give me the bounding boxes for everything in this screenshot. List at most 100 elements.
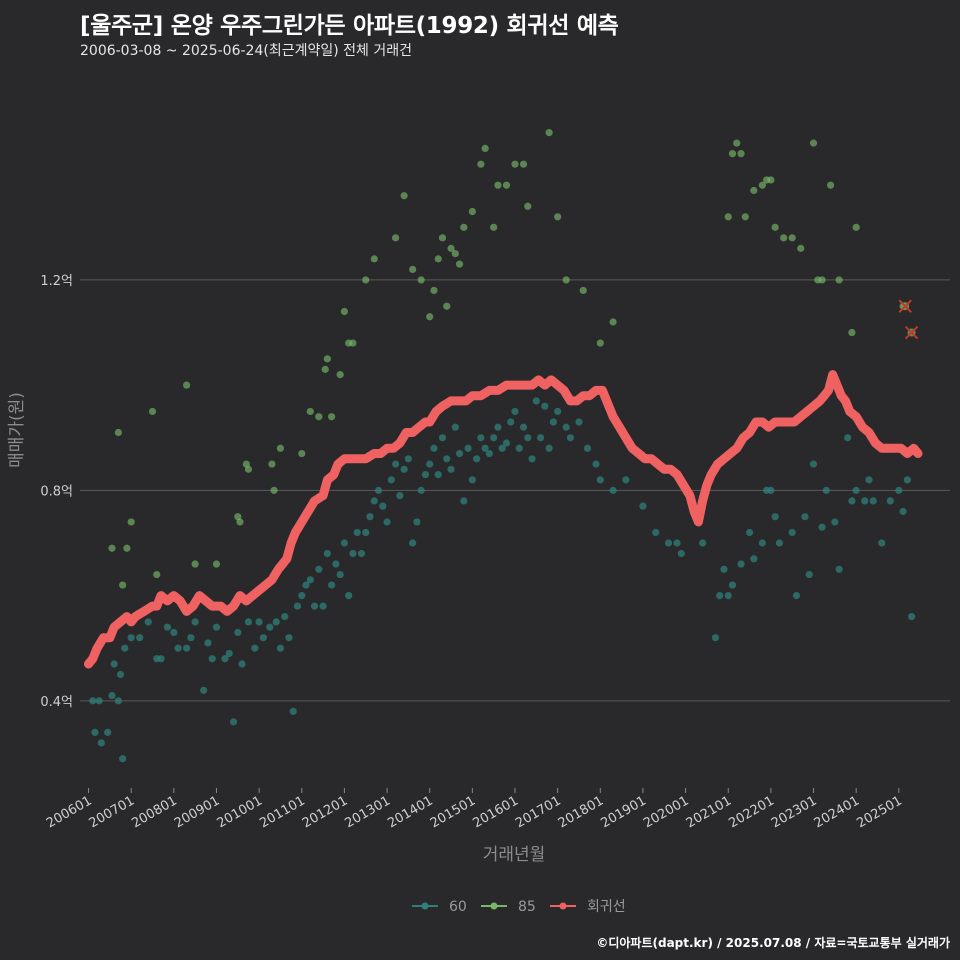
series-60-point [711, 634, 720, 642]
series-60-point [104, 728, 112, 736]
series-60-point [183, 644, 191, 652]
series-85-points [108, 129, 907, 589]
series-60-point [767, 486, 775, 494]
series-60-point [430, 444, 438, 452]
legend-item-60: 60 [412, 899, 467, 915]
series-60-point [413, 518, 421, 526]
series-60-point [737, 560, 745, 568]
series-60-points [89, 397, 916, 763]
series-60-point [108, 691, 116, 700]
series-60-point [477, 434, 485, 442]
series-85-point [562, 276, 570, 284]
x-tick-label: 201901 [598, 793, 648, 831]
series-85-point [270, 486, 278, 494]
y-tick-label: 0.4억 [40, 695, 73, 710]
x-tick-label: 200701 [87, 793, 137, 831]
series-60-point [229, 718, 238, 726]
series-60-point [157, 655, 165, 663]
y-tick-label: 0.8억 [40, 484, 73, 499]
series-85-point [848, 328, 856, 337]
series-60-point [285, 634, 293, 642]
series-60-point [822, 486, 830, 494]
series-60-point [609, 486, 617, 494]
series-60-point [319, 602, 327, 610]
x-tick-label: 202501 [854, 793, 904, 831]
series-60-point [89, 697, 97, 705]
series-60-point [328, 581, 336, 589]
series-60-point [221, 655, 229, 663]
series-60-point [848, 497, 856, 505]
series-85-point [236, 518, 244, 526]
series-60-point [652, 528, 660, 537]
series-60-point [903, 476, 911, 484]
series-60-point [310, 602, 319, 610]
series-60-point [485, 449, 494, 458]
legend-swatch-dot [490, 902, 498, 910]
x-tick-label: 201201 [300, 793, 350, 831]
series-60-point [724, 591, 732, 600]
chart-subtitle: 2006-03-08 ~ 2025-06-24(최근계약일) 전체 거래건 [80, 43, 412, 59]
series-60-point [238, 660, 246, 668]
series-60-point [417, 486, 425, 494]
series-60-point [562, 423, 570, 431]
series-60-point [370, 497, 378, 505]
x-tick-label: 202101 [684, 793, 734, 831]
series-60-point [451, 423, 459, 431]
series-85-point [728, 150, 737, 158]
legend-item-regression: 회귀선 [550, 899, 626, 915]
series-60-point [208, 655, 216, 663]
series-85-point [609, 318, 617, 326]
x-tick-label: 201701 [513, 793, 563, 831]
x-tick-label: 201301 [343, 793, 393, 831]
series-60-point [443, 455, 451, 463]
gridlines [80, 279, 950, 702]
series-60-point [583, 444, 592, 452]
series-85-point [426, 313, 434, 321]
series-60-point [852, 486, 860, 494]
series-85-point [468, 207, 476, 216]
series-85-point [298, 449, 306, 458]
series-85-point [321, 365, 329, 373]
series-60-point [622, 476, 630, 484]
series-85-point [438, 234, 447, 242]
series-85-point [434, 255, 442, 263]
series-60-point [323, 549, 331, 558]
series-60-point [716, 591, 724, 600]
series-60-point [434, 470, 442, 479]
series-60-point [831, 518, 839, 526]
series-85-point [788, 234, 796, 242]
series-60-point [426, 460, 434, 468]
series-60-point [349, 549, 357, 558]
x-tick-label: 202201 [726, 793, 776, 831]
series-60-point [387, 476, 395, 484]
series-60-point [677, 549, 685, 558]
source-caption: ©디아파트(dapt.kr) / 2025.07.08 / 자료=국토교통부 실… [596, 936, 950, 950]
series-60-point [886, 497, 894, 505]
series-60-point [835, 565, 843, 573]
series-60-point [869, 497, 877, 505]
series-85-point [191, 560, 199, 568]
series-60-point [91, 728, 99, 736]
series-60-point [170, 628, 178, 637]
legend-item-85: 85 [481, 899, 536, 915]
series-60-point [596, 476, 604, 484]
series-60-point [234, 628, 242, 637]
series-85-point [733, 139, 741, 147]
series-60-point [519, 423, 528, 431]
x-tick-label: 200901 [172, 793, 222, 831]
series-60-point [119, 755, 127, 763]
x-tick-label: 202301 [769, 793, 819, 831]
series-60-point [114, 697, 122, 705]
series-60-point [750, 555, 758, 563]
series-60-point [281, 613, 289, 621]
series-60-point [464, 444, 472, 452]
series-85-point [391, 234, 400, 242]
series-85-point [767, 176, 775, 184]
legend-label: 85 [518, 899, 536, 915]
series-85-point [809, 139, 818, 147]
cancelled-deals [898, 299, 919, 340]
series-60-point [391, 460, 400, 468]
series-60-point [340, 539, 349, 547]
series-85-point [451, 250, 459, 258]
series-60-point [336, 570, 344, 579]
